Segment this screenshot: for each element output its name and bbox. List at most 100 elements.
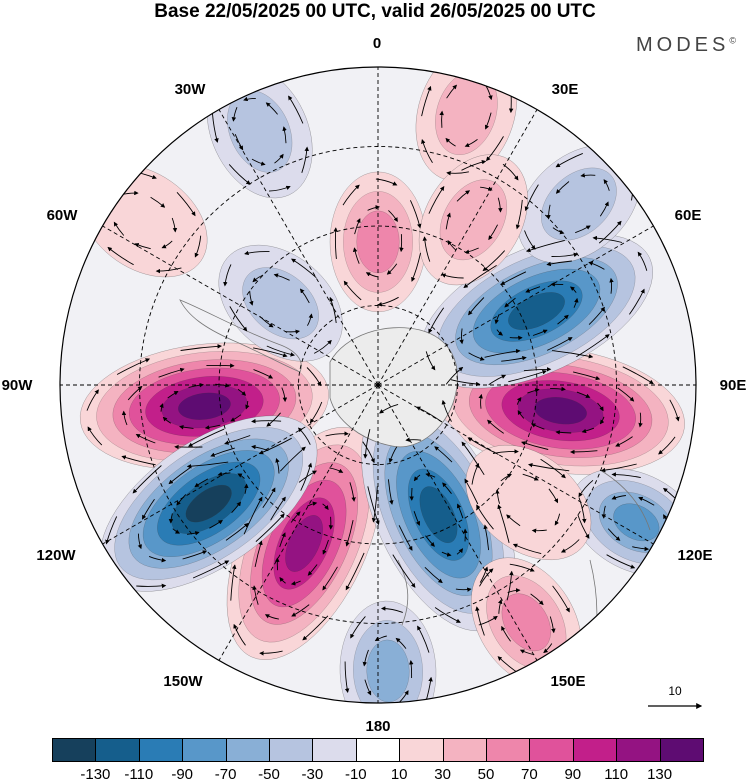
wind-arrow — [484, 112, 492, 130]
wind-arrow — [371, 486, 378, 523]
lon-60w-label: 60W — [46, 207, 78, 224]
colorbar-tick-label: -10 — [344, 766, 367, 783]
wind-arrow — [611, 472, 641, 479]
wind-arrow — [307, 564, 318, 576]
colorbar-swatch — [52, 738, 97, 762]
wind-arrow — [606, 554, 636, 569]
wind-arrow — [113, 221, 125, 236]
wind-arrow — [507, 588, 521, 594]
wind-arrow — [186, 531, 200, 536]
wind-arrow — [392, 554, 416, 588]
wind-arrow — [306, 367, 322, 387]
wind-arrow — [159, 403, 164, 412]
wind-arrow — [532, 329, 548, 336]
wind-arrow — [638, 496, 655, 506]
wind-arrow — [428, 307, 445, 334]
wind-arrow — [233, 623, 246, 646]
wind-arrow — [422, 236, 431, 262]
wind-arrow — [528, 462, 570, 472]
wind-arrow — [500, 271, 527, 286]
wind-arrow — [180, 344, 222, 351]
wind-arrow — [413, 474, 421, 482]
wind-arrow — [495, 489, 501, 504]
wind-arrow — [231, 107, 238, 122]
wind-arrow — [176, 191, 196, 217]
wind-arrow — [379, 403, 399, 414]
wind-arrow — [168, 466, 192, 485]
wind-arrow — [549, 616, 556, 634]
wind-arrow — [290, 580, 301, 586]
lon-60e-label: 60E — [674, 207, 702, 224]
wind-arrow — [547, 337, 573, 351]
wind-arrow — [526, 239, 565, 253]
lon-30e-label: 30E — [551, 81, 579, 98]
wind-arrow — [252, 585, 259, 605]
wind-arrow — [479, 566, 489, 583]
wind-arrow — [519, 649, 535, 656]
wind-arrow — [309, 401, 323, 424]
wind-arrow — [86, 389, 99, 411]
wind-arrow — [167, 391, 179, 399]
wind-arrow — [577, 514, 590, 539]
wind-arrow — [441, 399, 452, 422]
wind-arrow — [333, 227, 338, 259]
wind-arrow — [415, 406, 443, 423]
wind-arrow — [598, 220, 622, 244]
wind-arrow — [301, 146, 309, 173]
wind-arrow — [552, 585, 570, 613]
wind-arrow — [597, 402, 604, 412]
wind-arrow — [421, 85, 432, 117]
colorbar-tick-label: -50 — [258, 766, 280, 783]
wind-arrow — [262, 487, 276, 509]
wind-arrow — [413, 511, 421, 526]
wind-vectors — [84, 52, 696, 703]
wind-arrow — [225, 522, 249, 541]
wind-arrow — [374, 635, 387, 642]
wind-arrow — [405, 437, 422, 442]
wind-arrow — [264, 614, 279, 620]
wind-arrow — [281, 387, 288, 403]
wind-arrow — [521, 441, 549, 450]
wind-arrow — [307, 313, 314, 326]
colorbar-swatch — [95, 738, 140, 762]
colorbar-swatch — [659, 738, 704, 762]
wind-arrow — [446, 171, 469, 176]
wind-arrow — [527, 388, 540, 394]
wind-arrow — [194, 478, 209, 488]
wind-arrow — [251, 418, 282, 424]
wind-arrow — [275, 457, 280, 474]
wind-arrow — [622, 366, 654, 385]
wind-arrow — [484, 52, 502, 64]
wind-arrow — [266, 345, 295, 357]
negative-anomaly-4 — [420, 233, 653, 389]
wind-arrow — [230, 564, 237, 601]
wind-arrow — [259, 650, 283, 656]
wind-arrow — [546, 260, 572, 267]
wind-arrow — [615, 436, 633, 447]
wind-arrow — [425, 472, 436, 478]
colorbar-swatch — [572, 738, 618, 762]
wind-arrow — [313, 339, 332, 354]
wind-arrow — [442, 482, 452, 494]
colorbar-swatch — [138, 738, 184, 762]
wind-arrow — [179, 425, 194, 430]
negative-anomaly-5 — [361, 398, 516, 632]
wind-arrow — [601, 505, 606, 519]
colorbar-tick-label: 10 — [390, 766, 408, 783]
wind-arrow — [484, 348, 521, 358]
wind-arrow — [274, 153, 284, 164]
wind-arrow — [395, 637, 407, 649]
wind-arrow — [251, 444, 269, 452]
lon-180-label: 180 — [365, 718, 391, 735]
wind-arrow — [487, 419, 504, 434]
wind-arrow — [464, 478, 479, 505]
wind-arrow — [270, 496, 286, 521]
wind-arrow — [150, 196, 166, 208]
wind-arrow — [506, 570, 514, 601]
wind-arrow — [572, 371, 601, 381]
wind-arrow — [525, 286, 541, 293]
wind-arrow — [176, 494, 187, 506]
wind-arrow — [603, 150, 625, 161]
wind-arrow — [508, 369, 547, 383]
wind-arrow — [135, 434, 156, 444]
